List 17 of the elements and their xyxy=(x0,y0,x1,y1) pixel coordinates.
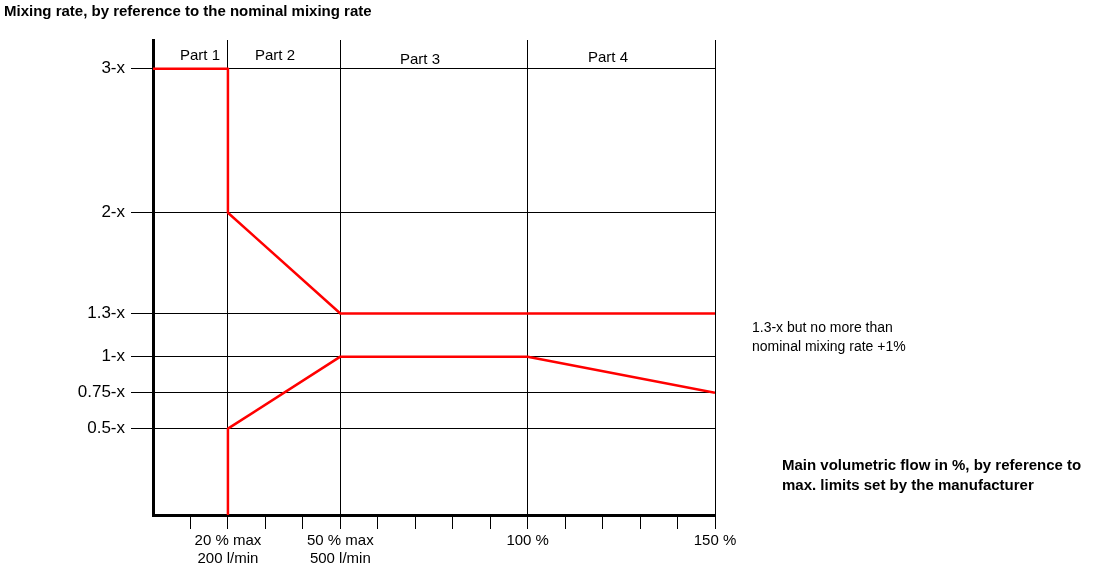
annotation: Part 1 xyxy=(180,45,221,65)
annotation: Part 4 xyxy=(588,47,629,67)
y-axis-title: Mixing rate, by reference to the nominal mixing rate xyxy=(4,2,372,19)
y-tick-label: 3-x xyxy=(101,58,126,78)
x-tick-label: 20 % max 200 l/min xyxy=(194,531,262,567)
y-tick-label: 2-x xyxy=(101,202,126,222)
annotation: Part 3 xyxy=(400,49,441,69)
text: 1.3-x but no more than nominal mixing rate +1% xyxy=(752,318,906,356)
x-axis-title: Main volumetric flow in %, by reference to max. limits set by the manufacturer xyxy=(782,455,1083,496)
y-tick-label: 1-x xyxy=(101,346,126,366)
x-tick-label: 50 % max 500 l/min xyxy=(306,531,375,567)
x-tick-label: 100 % xyxy=(506,531,549,549)
y-tick-label: 1.3-x xyxy=(87,303,126,323)
y-tick-label: 0.75-x xyxy=(77,382,126,402)
annotation: Part 2 xyxy=(255,45,296,65)
x-tick-label: 150 % xyxy=(693,531,737,549)
y-tick-label: 0.5-x xyxy=(87,418,126,438)
